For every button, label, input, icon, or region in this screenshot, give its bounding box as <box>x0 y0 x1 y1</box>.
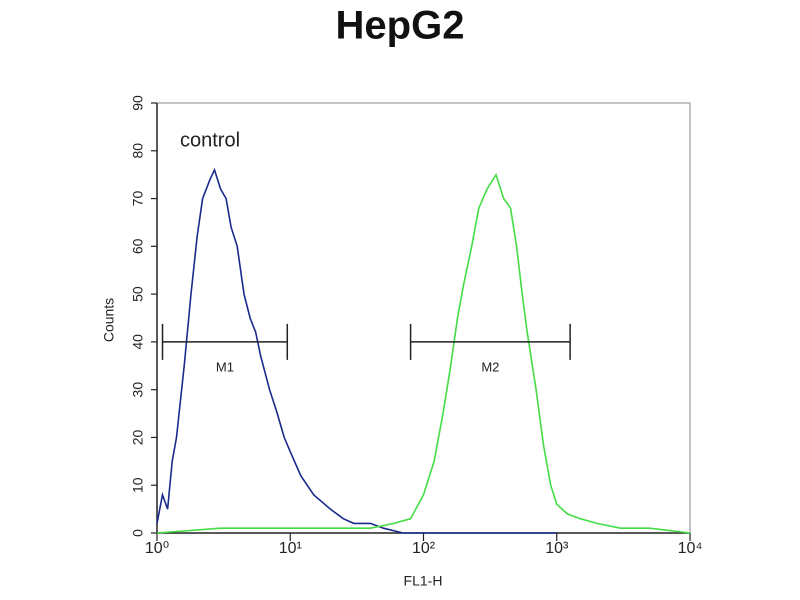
y-tick-label: 20 <box>130 429 146 445</box>
y-tick-label: 70 <box>130 191 146 207</box>
x-tick-label: 10³ <box>545 540 569 557</box>
x-axis-label: FL1-H <box>404 573 443 589</box>
chart-title: HepG2 <box>336 4 465 48</box>
gate-label: M1 <box>216 359 234 374</box>
series-line <box>156 167 557 534</box>
y-tick-label: 60 <box>130 238 146 254</box>
y-tick-label: 50 <box>130 286 146 302</box>
y-tick-label: 90 <box>130 95 146 111</box>
y-tick-label: 10 <box>130 477 146 493</box>
y-axis-label: Counts <box>101 298 117 342</box>
y-tick-label: 40 <box>130 334 146 350</box>
gate-marker <box>161 323 289 360</box>
y-tick-label: 80 <box>130 143 146 159</box>
x-tick-label: 10⁰ <box>145 540 169 557</box>
y-tick-label: 0 <box>130 529 146 537</box>
x-tick-label: 10⁴ <box>678 540 703 557</box>
series-line <box>156 172 691 534</box>
gate-label: M2 <box>481 359 499 374</box>
annotation: control <box>180 129 240 151</box>
x-tick-label: 10² <box>412 540 436 557</box>
y-tick-label: 30 <box>130 382 146 398</box>
x-tick-label: 10¹ <box>279 540 302 557</box>
gate-marker <box>409 323 571 360</box>
plot-frame <box>156 102 691 534</box>
